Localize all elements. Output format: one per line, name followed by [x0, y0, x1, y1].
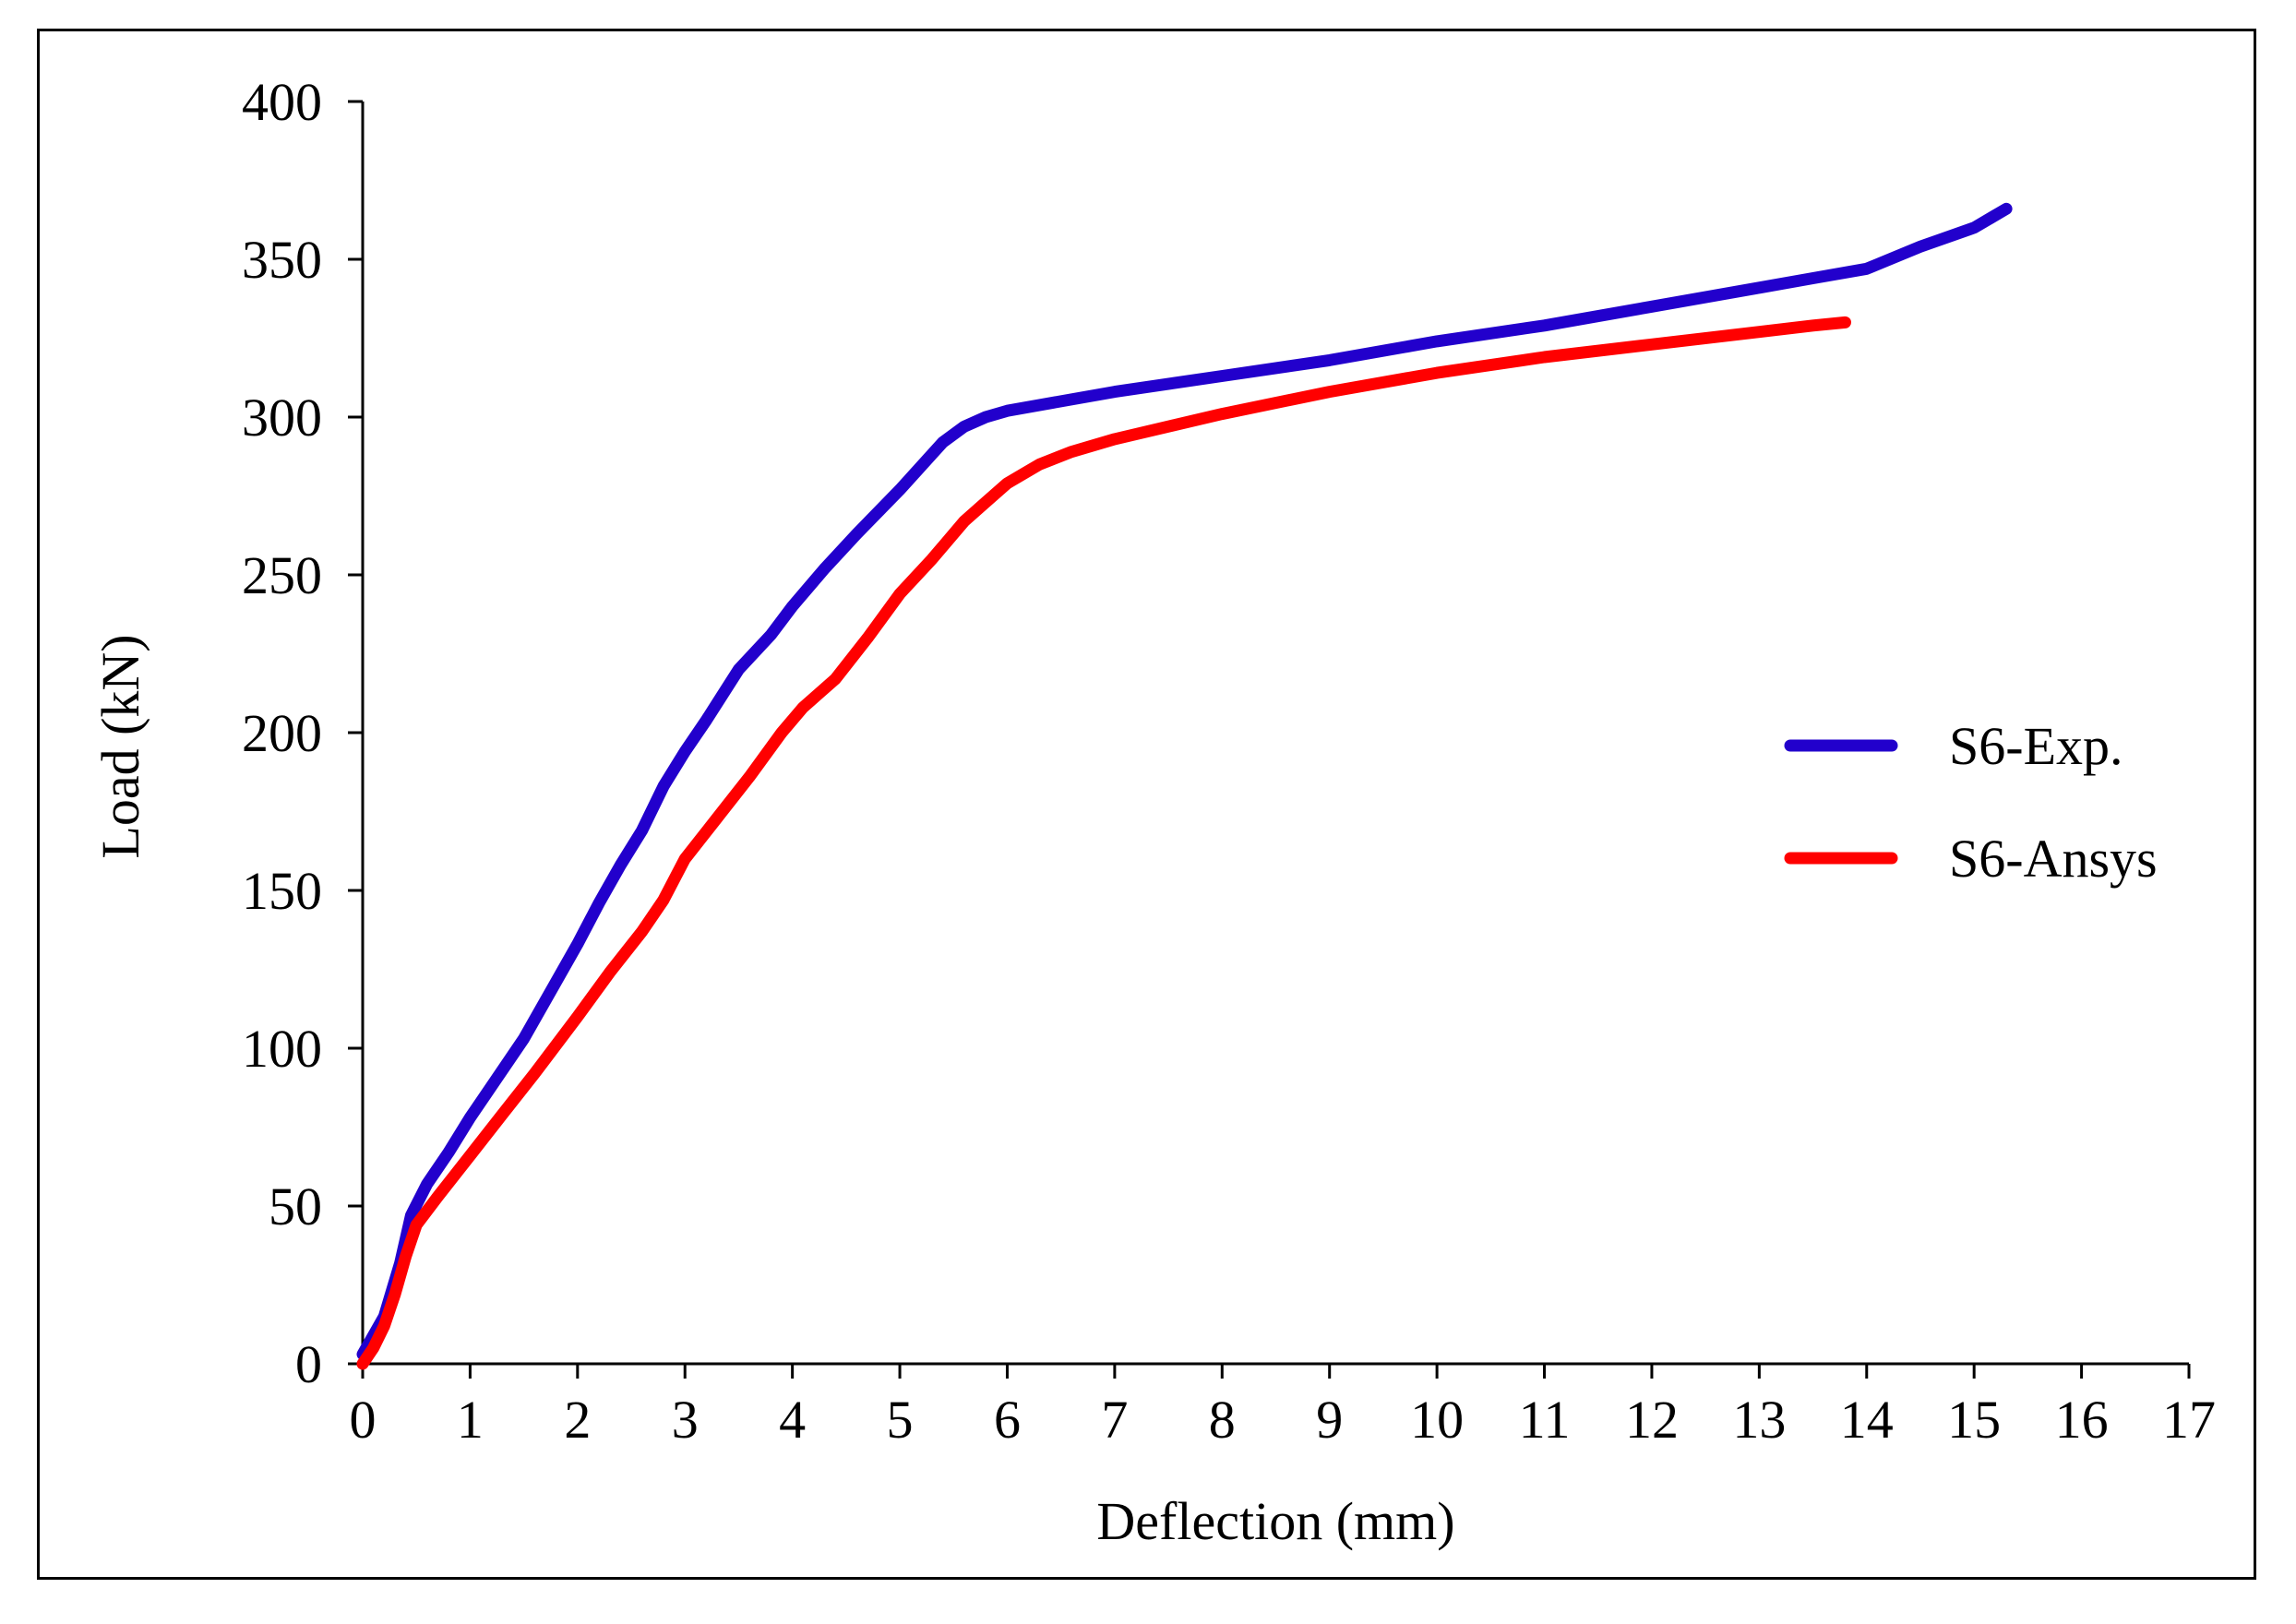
y-tick-label: 100	[242, 1019, 322, 1079]
chart-frame	[37, 29, 2256, 1580]
x-axis-title: Deflection (mm)	[1096, 1491, 1454, 1551]
y-tick-label: 350	[242, 230, 322, 290]
y-tick-label: 300	[242, 388, 322, 448]
series-line-s6-exp	[356, 202, 2013, 1361]
series-line-s6-ansys	[356, 316, 1851, 1370]
x-tick-label: 8	[1209, 1390, 1236, 1450]
x-tick-label: 7	[1101, 1390, 1128, 1450]
legend: S6-Exp. S6-Ansys	[1784, 716, 2158, 889]
x-tick-label: 14	[1840, 1390, 1894, 1450]
x-tick-label: 3	[672, 1390, 699, 1450]
y-tick-label: 250	[242, 545, 322, 605]
x-tick-label: 10	[1410, 1390, 1464, 1450]
x-tick-label: 11	[1519, 1390, 1571, 1450]
x-tick-label: 12	[1625, 1390, 1679, 1450]
x-tick-label: 4	[779, 1390, 806, 1450]
x-tick-label: 0	[350, 1390, 377, 1450]
x-tick-label: 13	[1732, 1390, 1786, 1450]
series-layer	[356, 202, 2013, 1370]
x-tick-label: 6	[994, 1390, 1021, 1450]
x-tick-label: 2	[564, 1390, 591, 1450]
y-tick-label: 400	[242, 72, 322, 132]
x-tick-label: 5	[887, 1390, 914, 1450]
y-tick-label: 50	[269, 1176, 322, 1236]
legend-label: S6-Ansys	[1949, 829, 2158, 889]
y-tick-label: 200	[242, 703, 322, 763]
y-tick-label: 0	[295, 1334, 322, 1394]
x-tick-label: 16	[2055, 1390, 2109, 1450]
legend-label: S6-Exp.	[1949, 716, 2123, 776]
y-tick-label: 150	[242, 861, 322, 921]
x-tick-label: 1	[457, 1390, 484, 1450]
y-axis-title: Load (kN)	[90, 634, 150, 858]
x-tick-label: 9	[1316, 1390, 1343, 1450]
x-tick-label: 15	[1947, 1390, 2001, 1450]
x-tick-label: 17	[2162, 1390, 2216, 1450]
